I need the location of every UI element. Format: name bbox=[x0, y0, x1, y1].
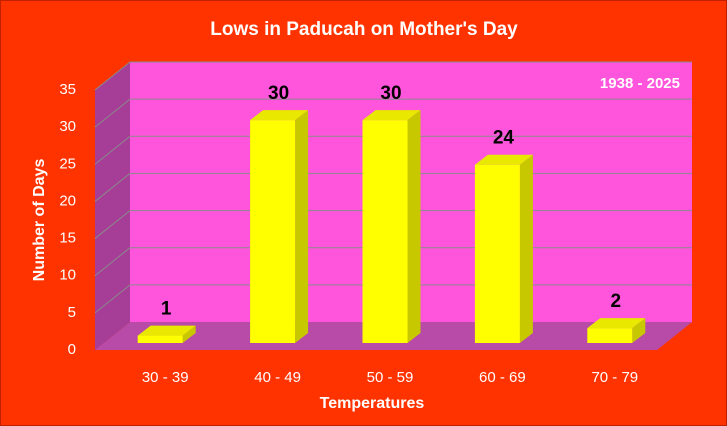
x-tick-label: 60 - 69 bbox=[479, 369, 526, 386]
annotation: 1938 - 2025 bbox=[600, 75, 680, 92]
bar-side bbox=[182, 325, 196, 343]
chart-title: Lows in Paducah on Mother's Day bbox=[210, 19, 518, 40]
y-tick-label: 10 bbox=[59, 267, 76, 284]
bar-top bbox=[474, 154, 533, 165]
x-axis-title: Temperatures bbox=[320, 395, 425, 412]
grid-line bbox=[94, 135, 131, 165]
bar-side bbox=[295, 110, 309, 344]
bar bbox=[362, 120, 408, 344]
y-tick-label: 25 bbox=[59, 155, 76, 172]
bar-top bbox=[137, 325, 196, 336]
y-tick-label: 5 bbox=[68, 304, 76, 321]
data-label: 1 bbox=[161, 299, 172, 320]
grid-line bbox=[94, 173, 131, 202]
bar bbox=[474, 164, 520, 343]
y-tick-label: 0 bbox=[68, 341, 76, 358]
bar-side bbox=[519, 154, 533, 343]
bar-top bbox=[587, 318, 646, 329]
data-label: 30 bbox=[268, 83, 289, 104]
bar-side bbox=[407, 110, 421, 344]
y-tick-label: 30 bbox=[59, 118, 76, 135]
y-tick-label: 35 bbox=[59, 81, 76, 98]
grid-line bbox=[94, 98, 131, 128]
data-label: 2 bbox=[611, 291, 622, 312]
grid-line bbox=[94, 284, 131, 314]
y-tick-label: 20 bbox=[59, 192, 76, 209]
data-label: 30 bbox=[380, 83, 401, 104]
grid-line bbox=[94, 210, 131, 239]
data-label: 24 bbox=[493, 128, 515, 149]
y-axis-title: Number of Days bbox=[31, 159, 48, 282]
grid-line bbox=[94, 247, 131, 277]
bar-top bbox=[362, 110, 421, 121]
x-tick-label: 70 - 79 bbox=[591, 369, 638, 386]
x-tick-label: 30 - 39 bbox=[142, 369, 189, 386]
x-tick-label: 50 - 59 bbox=[367, 369, 414, 386]
bar-top bbox=[250, 110, 309, 121]
y-tick-label: 15 bbox=[59, 230, 76, 247]
grid-line bbox=[94, 61, 131, 91]
bar bbox=[137, 335, 183, 343]
left-wall bbox=[95, 62, 130, 350]
bar bbox=[587, 328, 633, 343]
x-tick-label: 40 - 49 bbox=[254, 369, 301, 386]
bar bbox=[250, 120, 296, 344]
bar-side bbox=[632, 318, 646, 343]
